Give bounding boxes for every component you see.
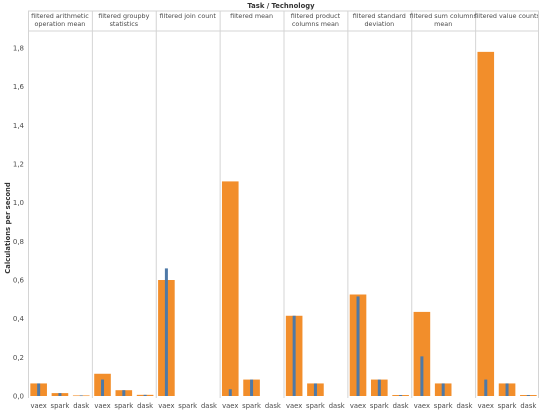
x-category-label: spark: [114, 402, 133, 410]
y-axis-title: Calculations per second: [4, 182, 12, 274]
blue-bar: [58, 393, 62, 396]
panel-title: filtered product: [291, 12, 341, 20]
panel-title: filtered standard: [353, 12, 406, 20]
panel-title: mean: [434, 20, 452, 28]
panel-title: filtered value counts: [474, 12, 539, 20]
x-category-label: vaex: [222, 402, 238, 410]
x-category-label: vaex: [478, 402, 494, 410]
orange-bar: [477, 51, 495, 396]
x-category-label: vaex: [414, 402, 430, 410]
x-category-label: vaex: [286, 402, 302, 410]
orange-bar: [221, 181, 239, 396]
blue-bar: [420, 356, 424, 396]
x-category-label: spark: [370, 402, 389, 410]
x-category-label: spark: [51, 402, 70, 410]
x-category-label: dask: [520, 402, 536, 410]
blue-bar: [250, 379, 254, 396]
y-tick-label: 1,8: [13, 45, 24, 53]
blue-bar: [377, 379, 381, 396]
blue-bar: [79, 395, 83, 397]
blue-bar: [228, 389, 232, 396]
panels-group: 0,0 0,2 0,4 0,6 0,8 1,0 1,2 1,4 1,6 1,8 filtered a…: [13, 10, 539, 410]
panel-title: operation mean: [35, 20, 86, 28]
x-category-label: vaex: [94, 402, 110, 410]
blue-bar: [313, 383, 317, 396]
x-category-label: dask: [393, 402, 409, 410]
blue-bar: [356, 296, 360, 396]
panel-title: columns mean: [292, 20, 339, 28]
x-category-label: spark: [498, 402, 517, 410]
blue-bar: [399, 395, 403, 396]
blue-bar: [101, 379, 105, 396]
x-category-label: dask: [456, 402, 472, 410]
y-tick-label: 0,6: [13, 277, 25, 285]
x-category-label: dask: [265, 402, 281, 410]
blue-bar: [122, 390, 126, 396]
x-category-label: spark: [178, 402, 197, 410]
panel-title: deviation: [364, 20, 394, 28]
blue-bar: [292, 315, 296, 396]
x-category-label: dask: [329, 402, 345, 410]
blue-bar: [505, 383, 509, 396]
chart-title: Task / Technology: [247, 2, 315, 10]
x-category-label: dask: [73, 402, 89, 410]
x-category-label: vaex: [31, 402, 47, 410]
x-category-label: spark: [434, 402, 453, 410]
x-category-label: spark: [306, 402, 325, 410]
blue-bar: [441, 383, 445, 396]
y-tick-label: 0,0: [13, 393, 24, 401]
y-tick-label: 0,8: [13, 238, 24, 246]
y-tick-label: 1,6: [13, 83, 25, 91]
x-category-label: vaex: [350, 402, 366, 410]
blue-bar: [526, 395, 530, 396]
panel-title: filtered sum columns: [410, 12, 478, 20]
orange-bar: [413, 311, 431, 396]
y-tick-label: 1,4: [13, 122, 25, 130]
panel-title: filtered join count: [160, 12, 217, 20]
y-tick-label: 0,2: [13, 354, 24, 362]
x-category-label: spark: [242, 402, 261, 410]
y-tick-label: 1,2: [13, 161, 24, 169]
panel-title: filtered mean: [230, 12, 273, 20]
x-category-label: dask: [201, 402, 217, 410]
panel-title: statistics: [110, 20, 139, 28]
y-tick-label: 1,0: [13, 199, 24, 207]
blue-bar: [484, 379, 488, 396]
y-tick-label: 0,4: [13, 315, 25, 323]
panel-title: filtered groupby: [98, 12, 149, 20]
blue-bar: [164, 268, 168, 396]
blue-bar: [37, 383, 41, 396]
blue-bar: [143, 394, 147, 396]
panel-title: filtered arithmetic: [31, 12, 89, 20]
x-category-label: dask: [137, 402, 153, 410]
x-category-label: vaex: [158, 402, 174, 410]
